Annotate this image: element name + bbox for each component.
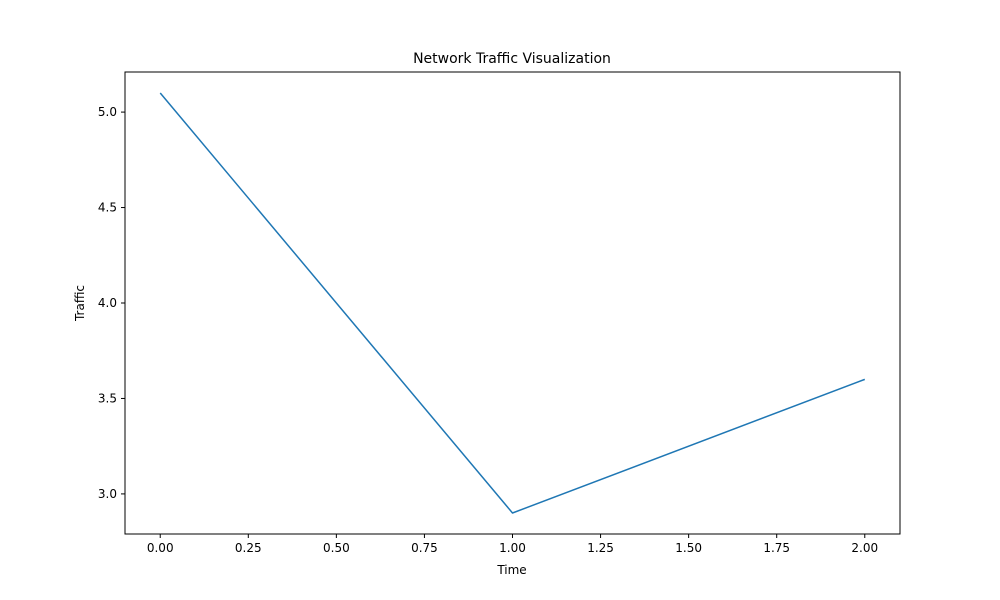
x-tick-label: 0.75: [411, 541, 438, 555]
y-tick-label: 4.5: [98, 201, 117, 215]
x-tick-label: 1.75: [763, 541, 790, 555]
x-tick-label: 0.00: [147, 541, 174, 555]
y-tick-label: 3.5: [98, 391, 117, 405]
x-axis: 0.00 0.25 0.50 0.75 1.00 1.25 1.50 1.75 2.00: [147, 534, 878, 555]
x-tick-label: 1.00: [499, 541, 526, 555]
y-tick-label: 4.0: [98, 296, 117, 310]
x-tick-label: 1.50: [675, 541, 702, 555]
x-tick-label: 0.50: [323, 541, 350, 555]
x-axis-label: Time: [496, 563, 526, 577]
x-tick-label: 2.00: [851, 541, 878, 555]
y-tick-label: 5.0: [98, 105, 117, 119]
y-tick-label: 3.0: [98, 487, 117, 501]
x-tick-label: 0.25: [235, 541, 262, 555]
x-tick-label: 1.25: [587, 541, 614, 555]
y-axis-label: Traffic: [73, 285, 87, 322]
y-axis: 3.0 3.5 4.0 4.5 5.0: [98, 105, 125, 501]
chart-title: Network Traffic Visualization: [413, 51, 611, 67]
series-layer: [159, 92, 866, 514]
